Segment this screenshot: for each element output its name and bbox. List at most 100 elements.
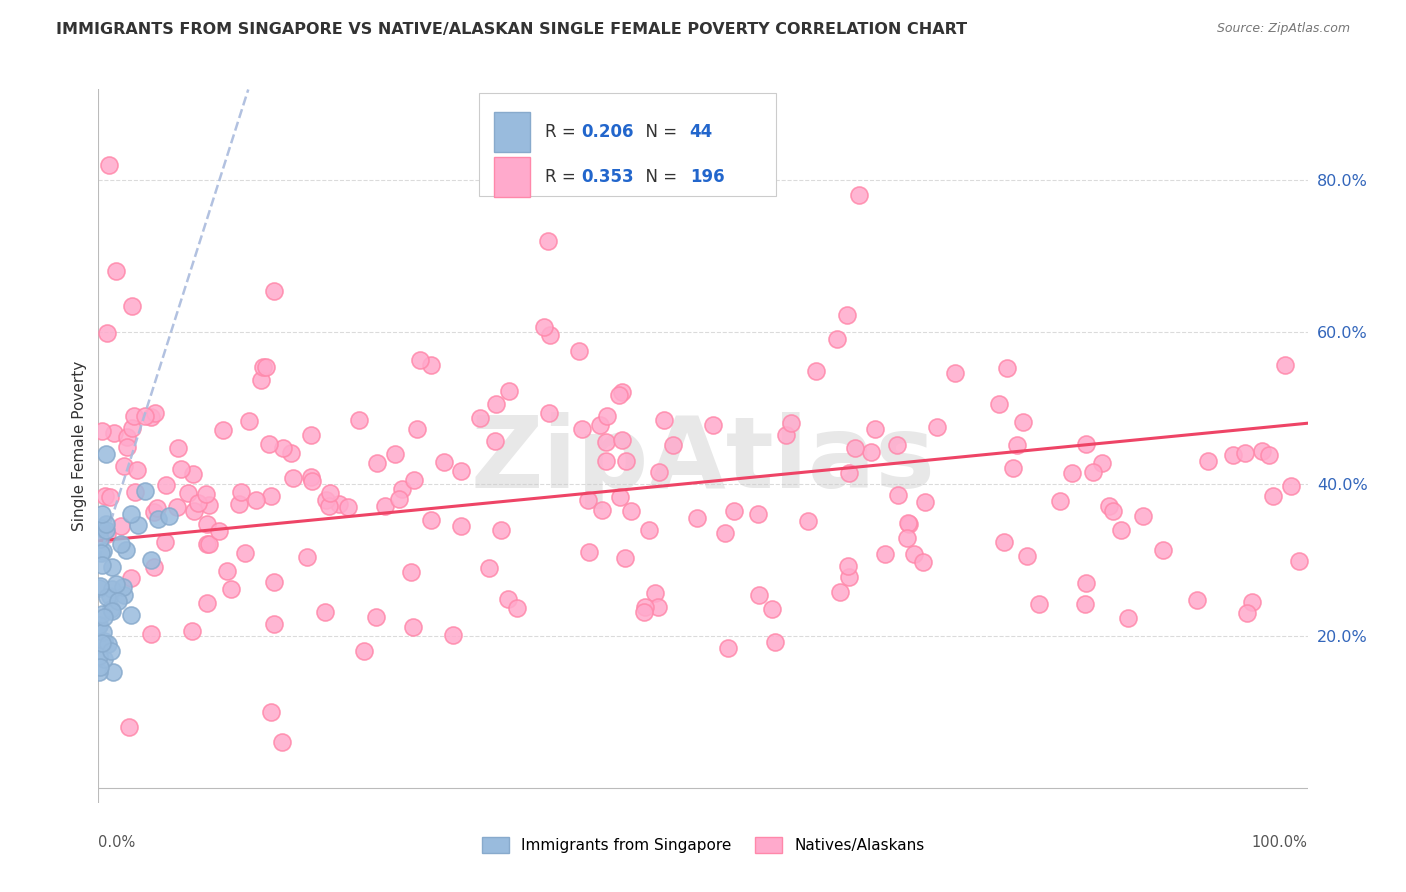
Point	[761, 602, 783, 616]
Point	[496, 592, 519, 607]
Point	[1251, 444, 1274, 458]
Point	[1258, 448, 1281, 462]
Point	[337, 500, 360, 515]
Point	[98, 490, 121, 504]
Point	[301, 474, 323, 488]
Point	[571, 422, 593, 436]
Point	[995, 361, 1018, 376]
Point	[263, 284, 285, 298]
Point	[838, 570, 860, 584]
Point	[177, 486, 200, 500]
Bar	[494, 112, 530, 152]
Point	[347, 413, 370, 427]
Point	[97, 637, 120, 651]
Point	[1001, 461, 1024, 475]
Point	[195, 537, 218, 551]
Point	[610, 385, 633, 400]
Point	[120, 571, 142, 585]
Point	[388, 491, 411, 506]
Point	[1015, 549, 1038, 563]
Text: 0.0%: 0.0%	[98, 835, 135, 850]
Point	[107, 593, 129, 607]
Point	[538, 328, 561, 343]
Point	[146, 500, 169, 515]
Point	[143, 405, 166, 419]
Point	[506, 601, 529, 615]
Point	[197, 517, 219, 532]
Point	[828, 585, 851, 599]
Point	[207, 524, 229, 538]
Point	[1109, 523, 1132, 537]
Point	[450, 519, 472, 533]
Point	[271, 441, 294, 455]
Point	[896, 531, 918, 545]
Point	[115, 440, 138, 454]
Point	[122, 409, 145, 423]
Point	[887, 488, 910, 502]
Point	[873, 547, 896, 561]
Point	[103, 665, 125, 679]
Point	[1049, 494, 1071, 508]
Text: 0.353: 0.353	[581, 168, 634, 186]
Point	[100, 602, 122, 616]
Point	[747, 508, 769, 522]
Point	[484, 434, 506, 448]
Point	[391, 482, 413, 496]
Point	[299, 470, 322, 484]
Point	[181, 467, 204, 482]
Text: 196: 196	[690, 168, 724, 186]
Point	[155, 477, 177, 491]
Point	[170, 461, 193, 475]
Point	[748, 588, 770, 602]
Point	[595, 409, 617, 423]
Point	[271, 735, 294, 749]
Point	[98, 590, 121, 604]
Point	[925, 420, 948, 434]
Bar	[494, 157, 530, 196]
Point	[89, 660, 111, 674]
Point	[633, 605, 655, 619]
Point	[315, 492, 337, 507]
Point	[90, 636, 112, 650]
Point	[886, 438, 908, 452]
Point	[401, 565, 423, 579]
Point	[609, 490, 631, 504]
Point	[260, 489, 283, 503]
Point	[1222, 448, 1244, 462]
Point	[595, 454, 617, 468]
Point	[686, 511, 709, 525]
Point	[281, 471, 304, 485]
Point	[863, 422, 886, 436]
Point	[263, 574, 285, 589]
Point	[662, 438, 685, 452]
Point	[1074, 436, 1097, 450]
Point	[91, 625, 114, 640]
Point	[328, 497, 350, 511]
Point	[1098, 499, 1121, 513]
Point	[366, 610, 388, 624]
Point	[94, 517, 117, 532]
Point	[637, 524, 659, 538]
Point	[1288, 554, 1310, 568]
Point	[121, 421, 143, 435]
Point	[97, 158, 120, 172]
Point	[1234, 446, 1257, 460]
Point	[197, 498, 219, 512]
Point	[257, 437, 280, 451]
Point	[406, 422, 429, 436]
Point	[419, 358, 441, 372]
Point	[717, 640, 740, 655]
Y-axis label: Single Female Poverty: Single Female Poverty	[72, 361, 87, 531]
Point	[141, 552, 163, 566]
Point	[110, 518, 132, 533]
Point	[614, 454, 637, 468]
Point	[142, 560, 165, 574]
Point	[233, 546, 256, 560]
Text: 0.206: 0.206	[581, 123, 633, 141]
Point	[1028, 597, 1050, 611]
Point	[194, 486, 217, 500]
Point	[91, 507, 114, 521]
Point	[146, 512, 169, 526]
Point	[443, 628, 465, 642]
Point	[404, 474, 426, 488]
